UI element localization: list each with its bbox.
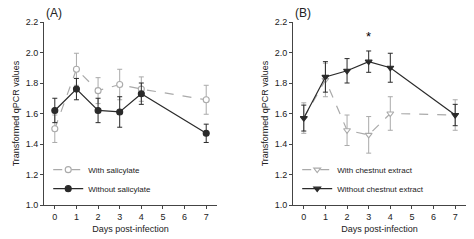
svg-text:4: 4: [139, 212, 144, 222]
svg-text:2.2: 2.2: [26, 17, 39, 27]
svg-text:6: 6: [431, 212, 436, 222]
svg-text:1.8: 1.8: [275, 78, 288, 88]
svg-text:1: 1: [323, 212, 328, 222]
svg-text:0: 0: [301, 212, 306, 222]
svg-text:5: 5: [160, 212, 165, 222]
svg-text:Days post-infection: Days post-infection: [341, 224, 418, 234]
svg-text:(A): (A): [46, 6, 62, 20]
svg-text:4: 4: [388, 212, 393, 222]
svg-text:2.0: 2.0: [26, 48, 39, 58]
svg-text:2: 2: [345, 212, 350, 222]
svg-text:Without salicylate: Without salicylate: [88, 185, 151, 194]
svg-text:0: 0: [52, 212, 57, 222]
svg-text:7: 7: [453, 212, 458, 222]
svg-text:2.2: 2.2: [275, 17, 288, 27]
svg-text:1.0: 1.0: [26, 200, 39, 210]
svg-text:1: 1: [74, 212, 79, 222]
svg-text:1.2: 1.2: [275, 170, 288, 180]
svg-text:1.8: 1.8: [26, 78, 39, 88]
svg-text:7: 7: [204, 212, 209, 222]
svg-text:1.6: 1.6: [275, 109, 288, 119]
svg-text:Without chestnut extract: Without chestnut extract: [337, 185, 424, 194]
svg-text:With salicylate: With salicylate: [88, 166, 140, 175]
svg-text:3: 3: [366, 212, 371, 222]
svg-text:With chestnut extract: With chestnut extract: [337, 166, 412, 175]
svg-text:Days post-infection: Days post-infection: [92, 224, 169, 234]
svg-text:1.0: 1.0: [275, 200, 288, 210]
svg-text:6: 6: [182, 212, 187, 222]
svg-text:2: 2: [96, 212, 101, 222]
svg-text:5: 5: [409, 212, 414, 222]
svg-text:2.0: 2.0: [275, 48, 288, 58]
svg-text:Transformed qPCR values: Transformed qPCR values: [11, 60, 21, 166]
svg-text:Transformed qPCR values: Transformed qPCR values: [260, 60, 270, 166]
svg-text:1.4: 1.4: [275, 139, 288, 149]
svg-text:1.2: 1.2: [26, 170, 39, 180]
svg-text:1.6: 1.6: [26, 109, 39, 119]
svg-text:3: 3: [117, 212, 122, 222]
svg-text:(B): (B): [295, 6, 311, 20]
svg-text:*: *: [366, 29, 371, 44]
svg-text:1.4: 1.4: [26, 139, 39, 149]
